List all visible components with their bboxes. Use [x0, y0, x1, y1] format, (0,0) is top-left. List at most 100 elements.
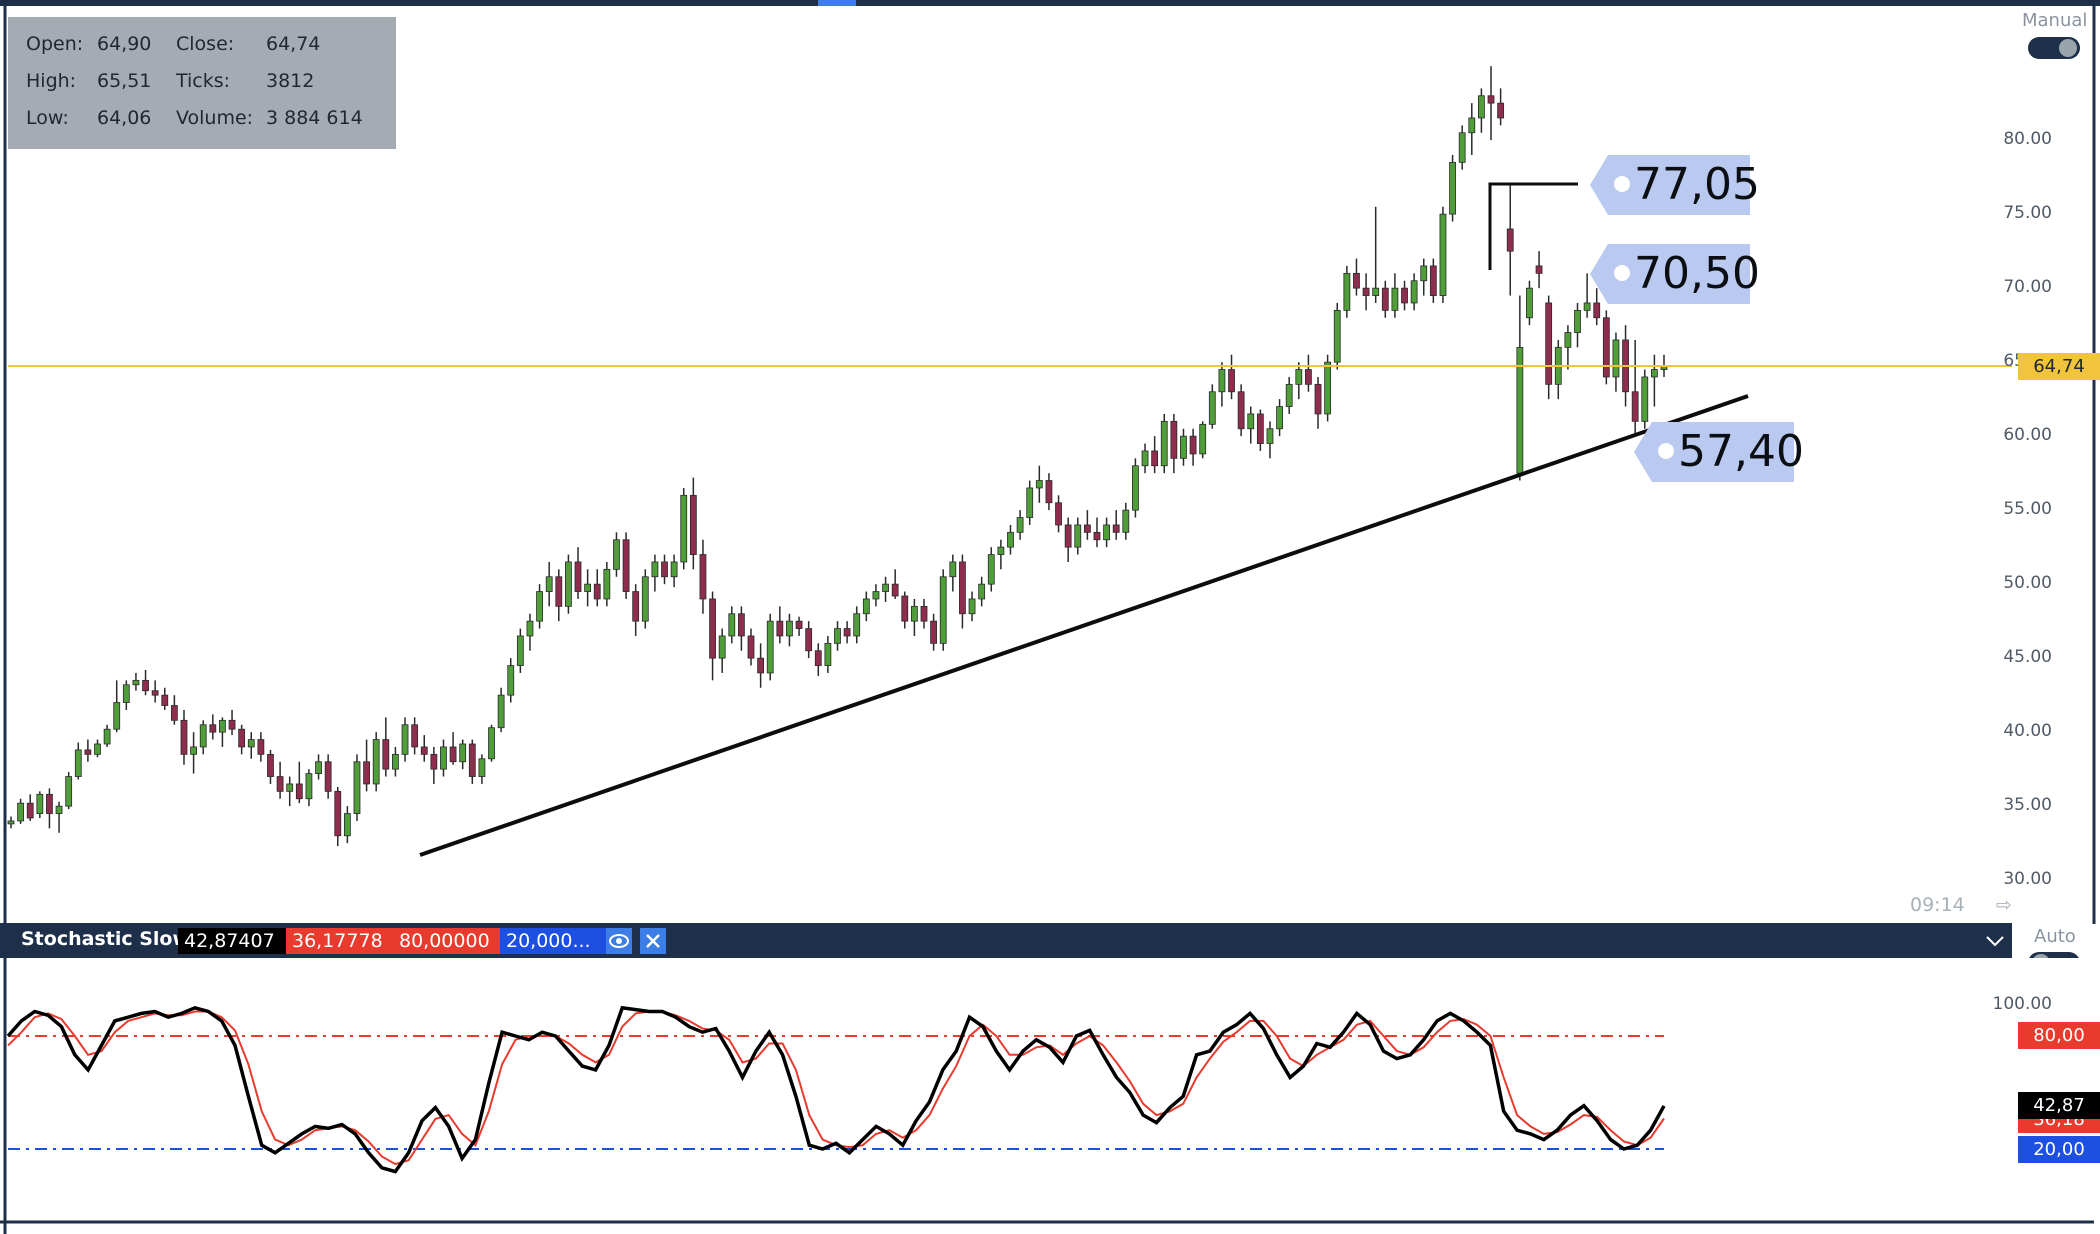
candle-down: [46, 793, 53, 814]
candle-down: [843, 628, 851, 637]
tag-dot-icon: [1614, 265, 1630, 281]
scroll-right-icon[interactable]: ⇨: [1996, 894, 2012, 916]
price-axis-label: 70.00: [2003, 277, 2052, 298]
candle-down: [26, 802, 34, 819]
candle-up: [978, 583, 986, 600]
candle-down: [1112, 524, 1120, 533]
candle-up: [1468, 117, 1476, 134]
candle-down: [170, 705, 178, 721]
candle-up: [939, 576, 947, 644]
indicator-title: Stochastic Slow: [21, 928, 191, 950]
candle-down: [776, 620, 784, 637]
d-value: 36,17778: [286, 928, 396, 954]
candle-up: [1074, 524, 1082, 548]
upper-level-value: 80,00000: [393, 928, 503, 954]
candle-up: [766, 620, 774, 674]
k-line: [6, 1005, 1666, 1174]
price-axis-label: 80.00: [2003, 129, 2052, 150]
candle-down: [84, 749, 92, 755]
candle-down: [267, 753, 274, 777]
candle-up: [680, 494, 688, 563]
candle-up: [74, 749, 82, 777]
candle-down: [747, 635, 755, 659]
candle-up: [641, 576, 649, 622]
candle-up: [17, 802, 25, 822]
volume-value: 3 884 614: [266, 107, 363, 129]
candle-up: [440, 746, 447, 770]
close-icon[interactable]: [640, 928, 666, 954]
candle-down: [1631, 391, 1639, 422]
lower-level-value: 20,000...: [500, 928, 606, 954]
candle-up: [113, 702, 121, 730]
candle-down: [228, 719, 236, 730]
candle-up: [584, 583, 592, 592]
candle-down: [661, 561, 668, 578]
candle-up: [55, 805, 63, 814]
candle-down: [1381, 287, 1389, 311]
candle-up: [219, 719, 226, 733]
candle-up: [353, 761, 361, 814]
manual-scale-toggle[interactable]: [2028, 37, 2080, 59]
k-value: 42,87407: [178, 928, 288, 954]
candle-up: [1612, 339, 1620, 378]
candle-up: [488, 727, 495, 760]
eye-icon[interactable]: [606, 928, 632, 954]
candle-up: [103, 728, 111, 745]
candle-down: [430, 753, 438, 770]
candle-up: [718, 635, 726, 659]
price-tag-77[interactable]: 77,05: [1590, 155, 1760, 215]
price-tag-57[interactable]: 57,40: [1634, 422, 1804, 482]
candle-down: [1602, 317, 1610, 378]
candle-down: [901, 595, 909, 622]
upper-level-badge: 80,00: [2018, 1022, 2100, 1049]
candle-up: [305, 773, 313, 800]
candle-up: [1285, 383, 1293, 407]
candle-up: [132, 679, 140, 686]
tag-label: 57,40: [1678, 426, 1804, 477]
tag-dot-icon: [1658, 443, 1674, 459]
candle-up: [497, 694, 505, 729]
candle-up: [882, 583, 889, 592]
candle-down: [295, 783, 303, 800]
candle-up: [862, 598, 870, 615]
candle-down: [161, 694, 169, 706]
candle-down: [959, 561, 966, 615]
candle-down: [699, 554, 707, 600]
candle-up: [401, 724, 409, 755]
candle-up: [949, 561, 957, 578]
annotation-connector: [1488, 182, 1578, 270]
candle-down: [142, 679, 149, 692]
candle-up: [545, 576, 553, 592]
candle-up: [1122, 509, 1130, 533]
candle-down: [238, 728, 246, 748]
time-label: 09:14: [1910, 894, 1965, 916]
candle-up: [516, 635, 524, 666]
price-tag-70[interactable]: 70,50: [1590, 244, 1760, 304]
candle-down: [1083, 524, 1091, 533]
chevron-down-icon[interactable]: [1985, 932, 2005, 953]
stochastic-chart[interactable]: [0, 958, 2100, 1234]
candle-down: [449, 746, 457, 763]
top-border: [0, 0, 2100, 6]
candle-up: [1016, 517, 1024, 533]
candle-up: [1132, 465, 1139, 511]
low-value: 64,06: [97, 107, 152, 129]
candle-up: [1141, 450, 1149, 467]
candle-down: [1353, 272, 1360, 289]
candle-up: [36, 793, 44, 814]
candle-up: [507, 665, 515, 696]
candle-down: [1487, 95, 1495, 104]
candle-down: [1237, 391, 1245, 430]
high-value: 65,51: [97, 70, 152, 92]
indicator-header: Stochastic Slow 42,87407 36,17778 80,000…: [0, 923, 2012, 959]
current-price-badge: 64,74: [2018, 353, 2100, 380]
candlestick-series: [7, 66, 1668, 847]
candle-down: [555, 576, 563, 607]
candle-down: [1256, 413, 1264, 444]
candle-down: [1305, 369, 1312, 385]
candle-up: [315, 761, 322, 774]
lower-level-badge: 20,00: [2018, 1136, 2100, 1163]
candle-down: [689, 494, 697, 555]
candle-up: [1295, 369, 1303, 385]
